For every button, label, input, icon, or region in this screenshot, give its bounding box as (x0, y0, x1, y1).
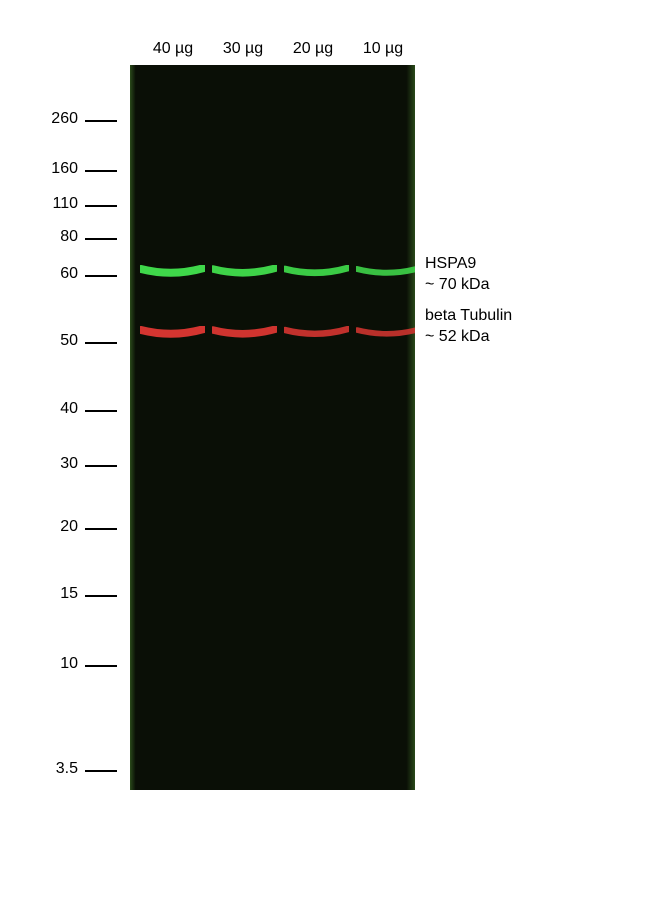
marker-tick-160 (85, 170, 117, 172)
blot-figure: 40 µg 30 µg 20 µg 10 µg 2601601108060504… (30, 60, 610, 830)
band-label-tubulin-kda: ~ 52 kDa (425, 327, 512, 348)
band-hspa9-lane-2 (212, 265, 277, 283)
marker-label-60: 60 (30, 265, 78, 283)
lane-label-3: 20 µg (278, 40, 348, 58)
band-beta-tubulin-lane-3 (284, 326, 349, 344)
marker-label-160: 160 (30, 160, 78, 178)
marker-tick-40 (85, 410, 117, 412)
marker-label-40: 40 (30, 400, 78, 418)
marker-tick-110 (85, 205, 117, 207)
marker-tick-50 (85, 342, 117, 344)
band-label-tubulin: beta Tubulin ~ 52 kDa (425, 306, 512, 348)
band-beta-tubulin-lane-1 (140, 326, 205, 344)
marker-label-3.5: 3.5 (30, 760, 78, 778)
lane-label-4: 10 µg (348, 40, 418, 58)
lane-label-2: 30 µg (208, 40, 278, 58)
band-label-tubulin-name: beta Tubulin (425, 306, 512, 327)
marker-tick-260 (85, 120, 117, 122)
marker-label-260: 260 (30, 110, 78, 128)
marker-label-10: 10 (30, 655, 78, 673)
band-label-hspa9-kda: ~ 70 kDa (425, 275, 489, 296)
band-hspa9-lane-1 (140, 265, 205, 283)
marker-tick-10 (85, 665, 117, 667)
marker-label-80: 80 (30, 228, 78, 246)
blot-membrane (130, 65, 415, 790)
lane-label-1: 40 µg (138, 40, 208, 58)
marker-tick-3.5 (85, 770, 117, 772)
marker-tick-60 (85, 275, 117, 277)
band-hspa9-lane-3 (284, 265, 349, 283)
band-label-hspa9-name: HSPA9 (425, 254, 489, 275)
marker-tick-15 (85, 595, 117, 597)
marker-tick-20 (85, 528, 117, 530)
band-hspa9-lane-4 (356, 265, 415, 283)
marker-tick-30 (85, 465, 117, 467)
marker-label-15: 15 (30, 585, 78, 603)
marker-label-110: 110 (30, 195, 78, 213)
marker-tick-80 (85, 238, 117, 240)
band-label-hspa9: HSPA9 ~ 70 kDa (425, 254, 489, 296)
band-beta-tubulin-lane-2 (212, 326, 277, 344)
marker-label-20: 20 (30, 518, 78, 536)
band-beta-tubulin-lane-4 (356, 326, 415, 344)
marker-label-30: 30 (30, 455, 78, 473)
lane-labels-row: 40 µg 30 µg 20 µg 10 µg (138, 40, 418, 58)
marker-label-50: 50 (30, 332, 78, 350)
